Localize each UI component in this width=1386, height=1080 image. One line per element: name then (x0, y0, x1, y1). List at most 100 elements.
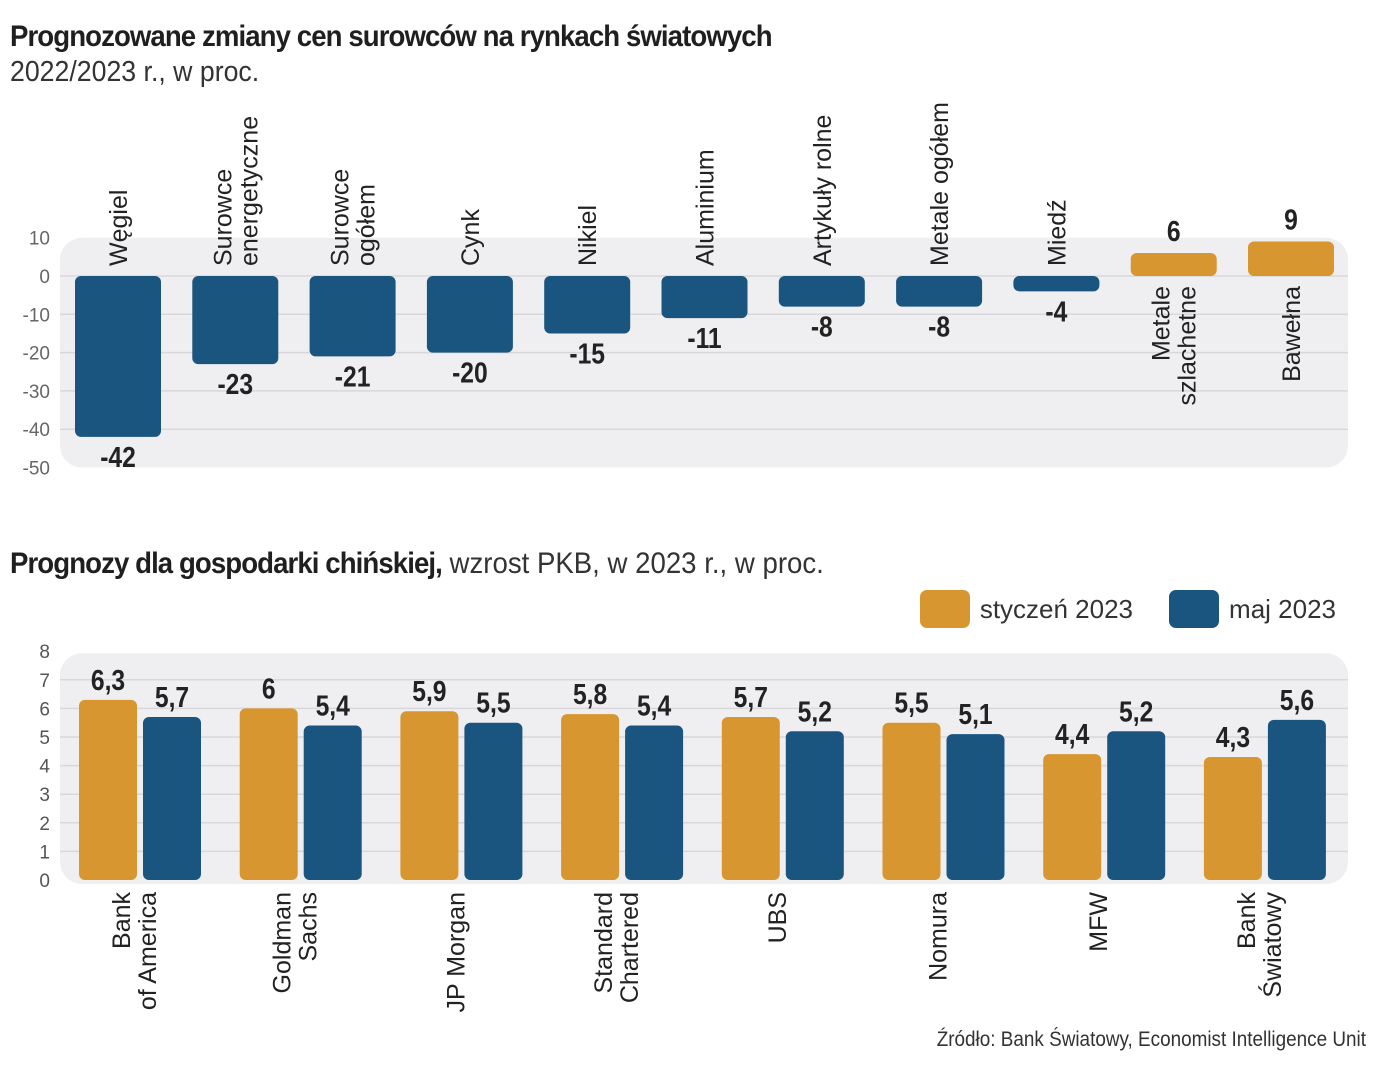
bar-jan (882, 722, 941, 880)
y-tick-label: 1 (39, 842, 50, 863)
legend-item-jan: styczeń 2023 (919, 590, 1134, 628)
y-tick-label: 7 (39, 671, 50, 692)
category-label: Bank (108, 892, 136, 949)
bar-value-label: 6 (1167, 215, 1181, 247)
category-label: Goldman (269, 892, 297, 993)
category-label: Chartered (616, 892, 644, 1003)
bar-jan (400, 711, 459, 880)
category-label: JP Morgan (442, 892, 470, 1012)
commodity-price-chart: 100-10-20-30-40-50 -42Węgiel-23Surowceene… (23, 102, 1348, 480)
bar-jan (561, 714, 620, 880)
bar-value-label: -20 (452, 357, 488, 389)
category-label: Surowce (327, 169, 355, 266)
bar (75, 276, 161, 437)
category-label: Nikiel (574, 205, 602, 266)
bar-value-label: 5,7 (734, 681, 768, 713)
bar-jan (239, 708, 298, 880)
y-tick-label: 3 (39, 785, 50, 806)
bar-value-label: 5,5 (476, 687, 510, 719)
y-tick-label: 4 (39, 757, 50, 778)
category-label: Bawełna (1278, 286, 1306, 382)
bar (778, 276, 865, 307)
bar-jan (721, 716, 780, 880)
chart2-legend: styczeń 2023 maj 2023 (896, 590, 1336, 628)
chart2-title-rest: wzrost PKB, w 2023 r., w proc. (441, 547, 824, 580)
bar-value-label: -42 (100, 441, 136, 473)
category-label: Sachs (295, 892, 323, 961)
bar (1013, 276, 1100, 292)
bar (544, 276, 631, 334)
category-label: Nomura (925, 892, 953, 981)
chart2-title-bold: Prognozy dla gospodarki chińskiej, (10, 547, 443, 580)
bar (192, 276, 279, 365)
y-tick-label: -40 (23, 420, 50, 441)
y-tick-label: 8 (39, 642, 50, 663)
bar-may (785, 731, 844, 880)
y-tick-label: -20 (23, 344, 50, 365)
bar (309, 276, 396, 357)
bar-value-label: 5,2 (798, 695, 832, 727)
legend-swatch-jan (919, 590, 970, 628)
bar-may (143, 716, 201, 880)
bar-value-label: 4,3 (1216, 721, 1250, 753)
y-tick-label: 0 (39, 267, 50, 288)
bar (896, 276, 983, 307)
bar-jan (1043, 754, 1102, 880)
bar-jan (79, 699, 137, 880)
bar-value-label: -8 (811, 311, 833, 343)
category-label: Cynk (457, 209, 485, 266)
y-tick-label: 2 (39, 814, 50, 835)
bar-value-label: 5,4 (316, 690, 350, 722)
category-label: of America (134, 892, 162, 1010)
category-label: Surowce (209, 169, 237, 266)
bar-may (625, 725, 684, 880)
bar-value-label: -11 (687, 322, 721, 354)
chart2-title: Prognozy dla gospodarki chińskiej, wzros… (10, 547, 824, 581)
legend-label-jan: styczeń 2023 (979, 593, 1134, 624)
bar-value-label: 5,1 (958, 698, 992, 730)
bar-value-label: -23 (217, 368, 253, 400)
category-label: szlachetne (1174, 286, 1202, 406)
bar-value-label: -15 (569, 338, 605, 370)
bar-value-label: 5,9 (412, 675, 446, 707)
bar-value-label: -4 (1045, 295, 1067, 327)
chart1-title: Prognozowane zmiany cen surowców na rynk… (10, 20, 773, 53)
category-label: Światowy (1257, 892, 1287, 998)
bar-may (1267, 719, 1326, 880)
bar-value-label: 6 (262, 673, 276, 705)
plot-panel (60, 653, 1348, 884)
category-label: Standard (590, 892, 618, 993)
y-tick-label: -50 (23, 459, 50, 480)
bar-may (1107, 731, 1166, 880)
category-label: Metale (1148, 286, 1176, 361)
category-label: Metale ogółem (926, 102, 954, 266)
legend-label-may: maj 2023 (1229, 593, 1336, 624)
category-label: ogółem (353, 184, 381, 266)
bar (661, 276, 748, 319)
bar-value-label: 6,3 (91, 664, 125, 696)
category-label: MFW (1085, 892, 1113, 952)
category-label: Miedź (1043, 199, 1071, 266)
bar-value-label: -8 (928, 311, 950, 343)
source-note: Źródło: Bank Światowy, Economist Intelli… (936, 1028, 1366, 1051)
bar-value-label: 4,4 (1055, 718, 1089, 750)
bar-value-label: 9 (1284, 204, 1298, 236)
legend-swatch-may (1169, 590, 1220, 628)
category-label: Węgiel (105, 190, 133, 266)
category-label: energetyczne (235, 116, 263, 266)
bar-value-label: 5,4 (637, 690, 671, 722)
bar-value-label: 5,8 (573, 678, 607, 710)
y-tick-label: 6 (39, 699, 50, 720)
bar (1130, 253, 1217, 276)
bar-value-label: -21 (335, 361, 371, 393)
y-tick-label: 10 (29, 229, 50, 250)
y-tick-label: 0 (39, 871, 50, 892)
bar (426, 276, 513, 353)
bar-value-label: 5,2 (1119, 695, 1153, 727)
y-tick-label: -10 (23, 305, 50, 326)
y-tick-label: -30 (23, 382, 50, 403)
bar-value-label: 5,5 (894, 687, 928, 719)
bar-may (464, 722, 523, 880)
bar-value-label: 5,6 (1280, 684, 1314, 716)
bar-may (303, 725, 362, 880)
